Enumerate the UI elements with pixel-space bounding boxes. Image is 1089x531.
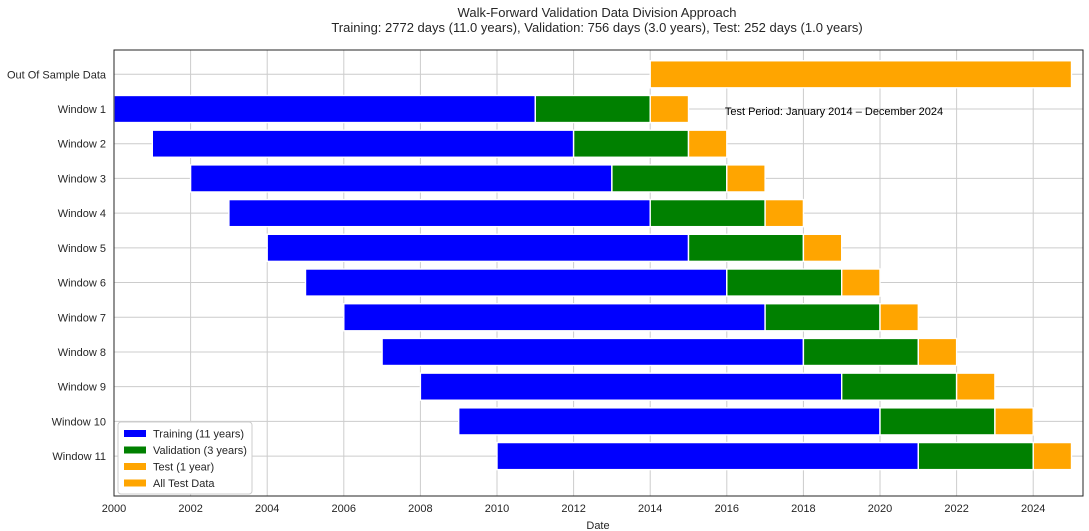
test-bar xyxy=(841,268,881,297)
validation-bar xyxy=(611,164,728,193)
chart-subtitle: Training: 2772 days (11.0 years), Valida… xyxy=(331,20,862,35)
y-tick-label: Window 11 xyxy=(52,451,106,463)
y-tick-label: Window 2 xyxy=(58,139,106,151)
legend-label: All Test Data xyxy=(153,478,215,490)
y-tick-label: Window 6 xyxy=(58,278,106,290)
training-bar xyxy=(151,129,575,158)
test-period-annotation: Test Period: January 2014 – December 202… xyxy=(725,106,943,118)
legend-swatch xyxy=(124,463,146,470)
x-tick-label: 2014 xyxy=(638,503,662,515)
validation-bar xyxy=(687,233,805,263)
training-bar xyxy=(496,441,920,471)
validation-bar xyxy=(841,372,958,401)
x-tick-label: 2006 xyxy=(332,503,356,515)
test-bar xyxy=(726,164,766,193)
legend-swatch xyxy=(124,479,146,487)
test-bar xyxy=(1032,441,1073,471)
y-tick-label: Window 10 xyxy=(52,416,106,428)
x-axis-label: Date xyxy=(586,520,609,531)
plot-frame xyxy=(113,49,1084,497)
legend-label: Training (11 years) xyxy=(153,429,244,441)
legend-label: Validation (3 years) xyxy=(153,445,247,457)
y-tick-label: Window 1 xyxy=(58,104,106,116)
x-tick-label: 2004 xyxy=(255,503,279,515)
y-tick-label: Window 8 xyxy=(58,347,106,359)
x-tick-label: 2000 xyxy=(102,503,126,515)
y-tick-label: Window 5 xyxy=(58,243,106,255)
y-tick-label: Window 3 xyxy=(58,173,106,185)
training-bar xyxy=(343,303,766,332)
validation-bar xyxy=(572,129,690,158)
training-bar xyxy=(113,94,537,124)
test-bar xyxy=(802,233,843,263)
training-bar xyxy=(458,407,881,436)
y-tick-label: Window 7 xyxy=(58,312,106,324)
test-bar xyxy=(955,372,996,401)
x-tick-labels: 2000 2002 2004 2006 2008 2010 2012 2014 2016 2018… xyxy=(102,503,1046,515)
x-tick-label: 2002 xyxy=(178,503,202,515)
training-bar xyxy=(419,372,843,401)
chart-title: Walk-Forward Validation Data Division Ap… xyxy=(458,5,737,20)
validation-bar xyxy=(802,337,920,367)
x-tick-label: 2016 xyxy=(715,503,739,515)
validation-bar xyxy=(534,94,651,124)
training-bar xyxy=(228,198,651,228)
test-bar xyxy=(649,94,690,124)
x-tick-label: 2008 xyxy=(408,503,432,515)
validation-bar xyxy=(917,441,1034,471)
bars xyxy=(113,60,1073,471)
validation-bar xyxy=(764,303,881,332)
y-tick-label: Window 4 xyxy=(58,208,106,220)
test-bar xyxy=(879,303,920,332)
legend-swatch xyxy=(124,430,146,437)
test-bar xyxy=(994,407,1034,436)
out-of-sample-bar xyxy=(649,60,1073,89)
x-tick-label: 2020 xyxy=(868,503,892,515)
test-bar xyxy=(687,129,728,158)
legend-box xyxy=(117,421,253,495)
legend-label: Test (1 year) xyxy=(153,462,214,474)
x-tick-label: 2010 xyxy=(485,503,509,515)
validation-bar xyxy=(726,268,843,297)
x-tick-label: 2012 xyxy=(561,503,585,515)
y-tick-labels: Out Of Sample Data Window 1 Window 2 Window… xyxy=(7,69,107,463)
x-tick-label: 2018 xyxy=(791,503,815,515)
training-bar xyxy=(304,268,728,297)
legend: Training (11 years) Validation (3 years) T… xyxy=(117,421,253,495)
training-bar xyxy=(266,233,690,263)
x-tick-label: 2022 xyxy=(944,503,968,515)
validation-bar xyxy=(649,198,766,228)
y-tick-label: Window 9 xyxy=(58,382,106,394)
y-tick-label: Out Of Sample Data xyxy=(7,69,107,81)
test-bar xyxy=(764,198,805,228)
test-bar xyxy=(917,337,958,367)
training-bar xyxy=(189,164,613,193)
training-bar xyxy=(381,337,805,367)
x-tick-label: 2024 xyxy=(1021,503,1045,515)
legend-swatch xyxy=(124,446,146,454)
validation-bar xyxy=(879,407,996,436)
